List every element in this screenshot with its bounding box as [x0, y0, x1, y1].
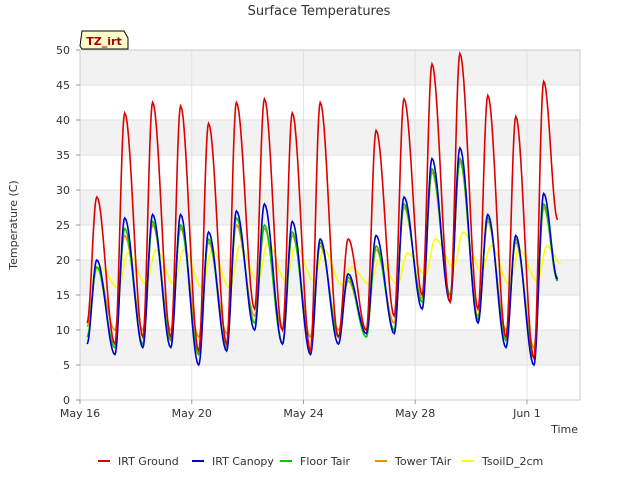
series-line-irt-canopy [86, 146, 559, 367]
x-tick-label: May 16 [60, 407, 100, 420]
x-axis-label: Time [550, 423, 578, 436]
y-tick-label: 15 [56, 289, 70, 302]
legend-label: Tower TAir [394, 455, 452, 468]
annotation-box: TZ_irt [79, 30, 129, 50]
grid-band [80, 50, 580, 85]
y-tick-label: 10 [56, 324, 70, 337]
y-tick-label: 5 [63, 359, 70, 372]
y-axis-label: Temperature (C) [7, 180, 20, 270]
x-tick-label: May 24 [283, 407, 323, 420]
y-tick-label: 20 [56, 254, 70, 267]
y-tick-label: 45 [56, 79, 70, 92]
y-tick-label: 0 [63, 394, 70, 407]
y-tick-label: 40 [56, 114, 70, 127]
grid-band [80, 120, 580, 155]
chart-title: Surface Temperatures [248, 4, 391, 19]
series-line-irt-ground [86, 50, 559, 361]
annotation-label: TZ_irt [86, 35, 121, 48]
legend-label: Floor Tair [300, 455, 351, 468]
y-tick-label: 25 [56, 219, 70, 232]
legend-label: TsoilD_2cm [481, 455, 543, 468]
y-tick-label: 30 [56, 184, 70, 197]
x-tick-label: May 20 [172, 407, 212, 420]
legend: IRT Ground IRT Canopy Floor Tair Tower TAir… [98, 455, 543, 468]
legend-label: IRT Canopy [212, 455, 274, 468]
x-tick-label: Jun 1 [512, 407, 541, 420]
grid-band [80, 330, 580, 365]
legend-label: IRT Ground [118, 455, 179, 468]
y-tick-label: 35 [56, 149, 70, 162]
y-tick-label: 50 [56, 44, 70, 57]
x-tick-label: May 28 [395, 407, 435, 420]
